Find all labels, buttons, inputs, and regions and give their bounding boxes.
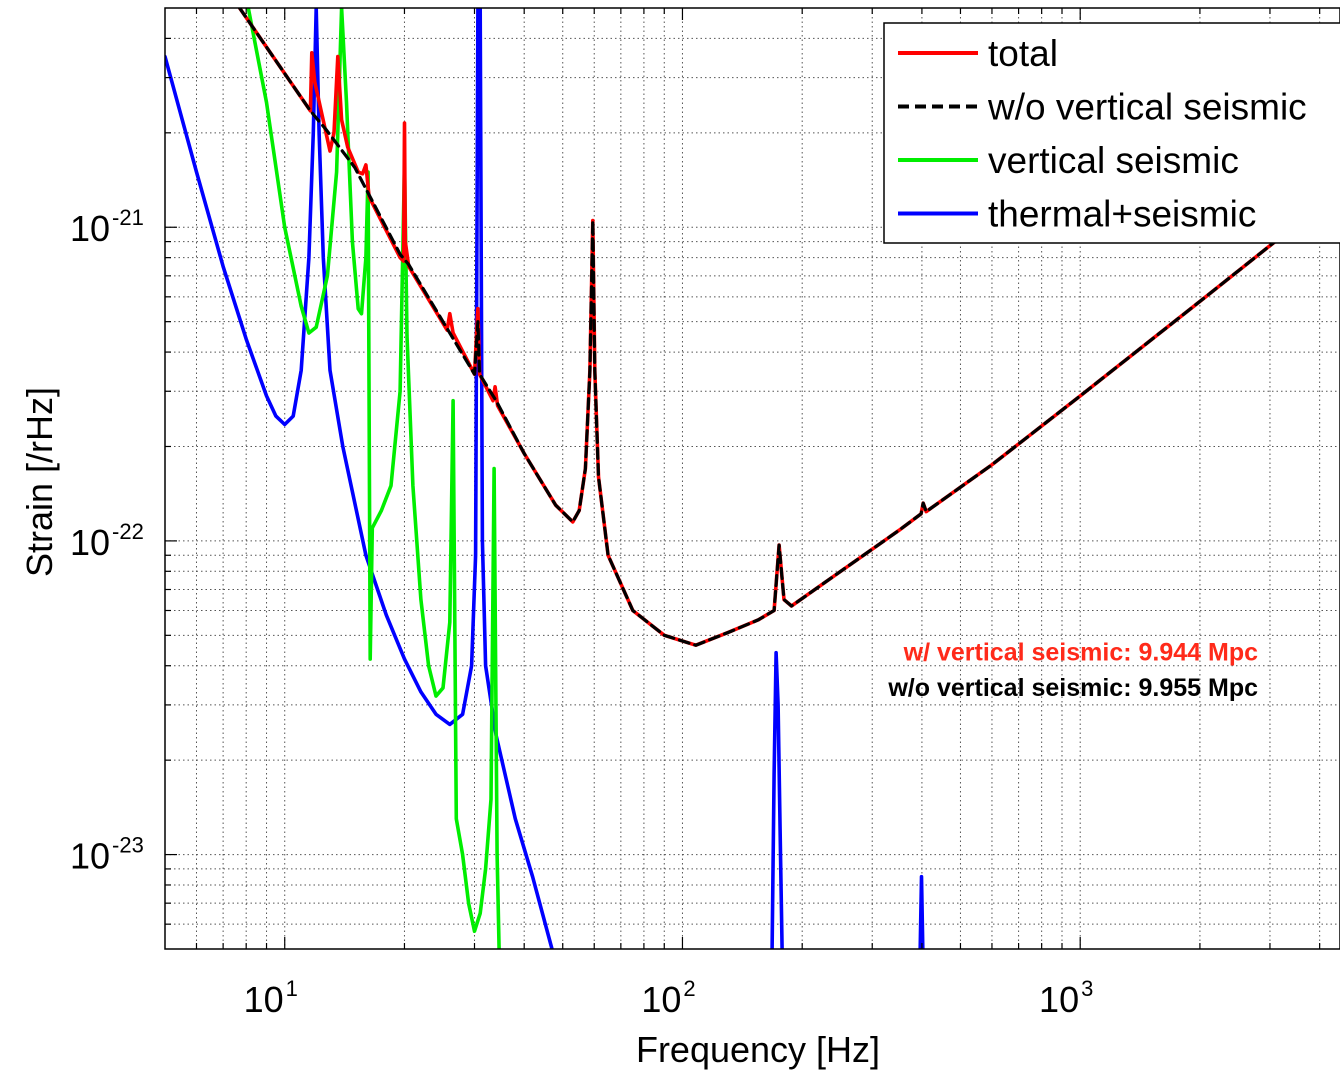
series-layer bbox=[165, 8, 1340, 949]
series-line-thermal-seismic bbox=[770, 650, 784, 949]
y-tick-label-exponent: -21 bbox=[112, 205, 144, 230]
x-axis-label: Frequency [Hz] bbox=[636, 1029, 880, 1070]
legend-label: vertical seismic bbox=[988, 140, 1239, 181]
y-tick-label-exponent: -22 bbox=[112, 519, 144, 544]
range-annotation: w/ vertical seismic: 9.944 Mpc bbox=[903, 639, 1258, 667]
y-tick-label: 10-22 bbox=[70, 519, 144, 563]
y-tick-label-base: 10 bbox=[70, 208, 110, 249]
x-tick-label-base: 10 bbox=[641, 979, 681, 1020]
x-tick-label-exponent: 2 bbox=[683, 976, 695, 1001]
series-line-vertical-seismic bbox=[246, 8, 501, 949]
legend-box bbox=[883, 22, 1340, 244]
y-tick-label-base: 10 bbox=[70, 522, 110, 563]
series-line-w-o-vertical-seismic bbox=[238, 8, 1340, 647]
annotations: w/ vertical seismic: 9.944 Mpc w/o vertic… bbox=[887, 639, 1258, 702]
y-tick-label-base: 10 bbox=[70, 836, 110, 877]
y-tick-label: 10-21 bbox=[70, 205, 144, 249]
legend-label: total bbox=[988, 33, 1058, 74]
legend: total w/o vertical seismic vertical seismi… bbox=[883, 22, 1340, 244]
x-tick-label: 102 bbox=[641, 976, 695, 1020]
legend-label: thermal+seismic bbox=[988, 194, 1256, 235]
series-line-thermal-seismic bbox=[165, 8, 554, 949]
range-annotation: w/o vertical seismic: 9.955 Mpc bbox=[887, 674, 1258, 702]
x-tick-label-base: 10 bbox=[244, 979, 284, 1020]
y-tick-label-exponent: -23 bbox=[112, 833, 144, 858]
grid bbox=[165, 8, 1340, 949]
x-tick-label-exponent: 3 bbox=[1081, 976, 1093, 1001]
x-tick-label-exponent: 1 bbox=[286, 976, 298, 1001]
series-clip-group bbox=[165, 8, 1340, 949]
x-tick-label-base: 10 bbox=[1039, 979, 1079, 1020]
y-tick-label: 10-23 bbox=[70, 833, 144, 877]
series-line-thermal-seismic bbox=[918, 874, 925, 949]
plot-frame bbox=[164, 7, 1340, 950]
x-tick-label: 101 bbox=[244, 976, 298, 1020]
x-tick-label: 103 bbox=[1039, 976, 1093, 1020]
legend-label: w/o vertical seismic bbox=[987, 87, 1307, 128]
y-axis-label: Strain [/rHz] bbox=[19, 387, 60, 577]
